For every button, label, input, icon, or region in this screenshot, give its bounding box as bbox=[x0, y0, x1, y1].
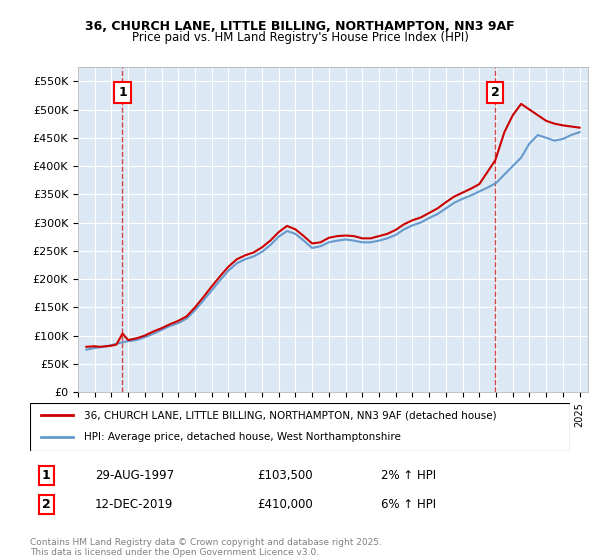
Text: Contains HM Land Registry data © Crown copyright and database right 2025.
This d: Contains HM Land Registry data © Crown c… bbox=[30, 538, 382, 557]
Text: 29-AUG-1997: 29-AUG-1997 bbox=[95, 469, 174, 482]
Text: Price paid vs. HM Land Registry's House Price Index (HPI): Price paid vs. HM Land Registry's House … bbox=[131, 31, 469, 44]
Text: 36, CHURCH LANE, LITTLE BILLING, NORTHAMPTON, NN3 9AF: 36, CHURCH LANE, LITTLE BILLING, NORTHAM… bbox=[85, 20, 515, 32]
Text: £410,000: £410,000 bbox=[257, 498, 313, 511]
Text: 2: 2 bbox=[491, 86, 500, 99]
Text: 1: 1 bbox=[42, 469, 50, 482]
Text: 12-DEC-2019: 12-DEC-2019 bbox=[95, 498, 173, 511]
FancyBboxPatch shape bbox=[30, 403, 570, 451]
Text: 36, CHURCH LANE, LITTLE BILLING, NORTHAMPTON, NN3 9AF (detached house): 36, CHURCH LANE, LITTLE BILLING, NORTHAM… bbox=[84, 410, 497, 420]
Text: 2% ↑ HPI: 2% ↑ HPI bbox=[381, 469, 436, 482]
Text: 2: 2 bbox=[42, 498, 50, 511]
Text: £103,500: £103,500 bbox=[257, 469, 313, 482]
Text: HPI: Average price, detached house, West Northamptonshire: HPI: Average price, detached house, West… bbox=[84, 432, 401, 442]
Text: 1: 1 bbox=[118, 86, 127, 99]
Text: 6% ↑ HPI: 6% ↑ HPI bbox=[381, 498, 436, 511]
